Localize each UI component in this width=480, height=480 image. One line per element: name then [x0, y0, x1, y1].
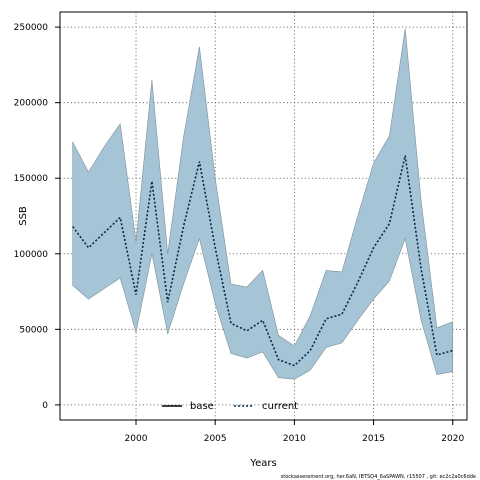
y-tick-label: 0 — [42, 401, 48, 411]
legend-label-base: base — [190, 401, 214, 412]
x-tick-label: 2005 — [204, 434, 227, 444]
y-axis: 0 50000 100000 150000 200000 250000 — [14, 23, 60, 411]
confidence-band — [72, 28, 453, 380]
x-tick-label: 2000 — [125, 434, 148, 444]
x-tick-label: 2010 — [283, 434, 306, 444]
x-tick-label: 2015 — [362, 434, 385, 444]
y-tick-label: 50000 — [19, 325, 48, 335]
y-axis-label: SSB — [18, 206, 29, 226]
footer-credit: stockassessment.org, her.6aN, IBTSQ4_6aS… — [281, 474, 476, 480]
y-tick-label: 200000 — [14, 99, 49, 109]
confidence-band-area — [72, 28, 453, 380]
legend: base current — [162, 401, 298, 412]
plot-frame — [59, 11, 468, 421]
y-tick-label: 100000 — [14, 250, 49, 260]
y-tick-label: 250000 — [14, 23, 49, 33]
x-tick-label: 2020 — [441, 434, 464, 444]
series-lines — [72, 155, 453, 367]
y-tick-label: 150000 — [14, 174, 49, 184]
legend-label-current: current — [262, 401, 298, 412]
x-axis: 2000 2005 2010 2015 2020 — [125, 420, 464, 444]
series-line-current — [72, 155, 453, 367]
x-axis-label: Years — [249, 458, 276, 469]
